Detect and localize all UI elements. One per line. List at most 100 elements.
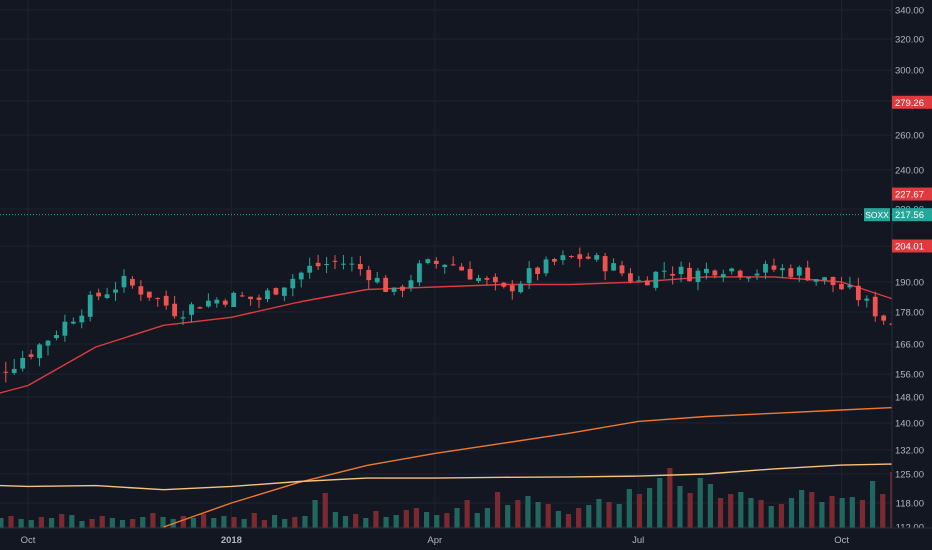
volume-bar xyxy=(28,520,34,528)
candle-body xyxy=(813,279,819,282)
volume-bar xyxy=(768,506,774,528)
volume-bar xyxy=(8,516,14,528)
candle-body xyxy=(189,304,194,315)
candle-body xyxy=(585,256,591,259)
volume-bar xyxy=(555,511,561,528)
volume-bar xyxy=(707,484,714,528)
candle-body xyxy=(628,273,633,282)
time-tick-label: Oct xyxy=(21,535,36,546)
candle-body xyxy=(855,285,861,301)
candle-body xyxy=(450,264,456,266)
price-tag xyxy=(892,239,932,253)
price-tick-label: 340.00 xyxy=(895,6,924,17)
volume-bar xyxy=(667,468,673,528)
volume-bar xyxy=(79,521,85,528)
price-tag-label: 279.26 xyxy=(895,98,924,109)
volume-bar xyxy=(119,520,126,528)
candle-body xyxy=(847,285,853,288)
volume-bar xyxy=(444,513,450,528)
candle-body xyxy=(526,268,532,283)
volume-bar xyxy=(413,508,420,528)
candle-body xyxy=(341,263,346,265)
price-axis[interactable] xyxy=(892,0,932,528)
candle-body xyxy=(146,291,152,298)
candle-body xyxy=(459,266,465,271)
candle-body xyxy=(864,298,870,301)
price-tick-label: 118.00 xyxy=(896,499,924,510)
volume-bar xyxy=(464,500,470,528)
volume-bar xyxy=(38,517,45,528)
candle-body xyxy=(315,262,321,267)
candle-body xyxy=(231,292,237,307)
candle-body xyxy=(433,260,439,264)
time-tick-label: Oct xyxy=(834,535,849,546)
volume-bar xyxy=(484,508,491,528)
volume-bar xyxy=(829,496,835,528)
candle-body xyxy=(687,267,692,282)
volume-bar xyxy=(221,516,227,528)
price-tick-label: 240.00 xyxy=(895,166,924,177)
candle-body xyxy=(45,340,51,346)
price-tick-label: 260.00 xyxy=(895,131,924,142)
volume-bar xyxy=(869,481,876,528)
candle-body xyxy=(197,307,203,309)
volume-bar xyxy=(474,513,480,528)
volume-bar xyxy=(646,488,653,528)
volume-bar xyxy=(363,518,369,528)
volume-bar xyxy=(505,505,511,528)
candle-body xyxy=(552,259,557,262)
volume-bar xyxy=(626,489,632,528)
candle-body xyxy=(265,290,270,300)
candle-body xyxy=(332,260,338,262)
volume-bar xyxy=(332,512,338,528)
volume-bar xyxy=(282,519,288,528)
volume-bar xyxy=(271,515,278,528)
price-tag-label: 204.01 xyxy=(895,241,924,252)
volume-bar xyxy=(586,505,592,528)
volume-bar xyxy=(130,519,136,528)
candle-body xyxy=(425,259,431,263)
price-tick-label: 320.00 xyxy=(895,35,924,46)
volume-bar xyxy=(18,519,24,528)
time-tick-label: 2018 xyxy=(221,535,242,546)
volume-bar xyxy=(190,518,197,528)
candle-body xyxy=(256,297,262,300)
candle-body xyxy=(560,255,566,261)
volume-bar xyxy=(302,516,308,528)
price-tick-label: 178.00 xyxy=(895,308,924,319)
candle-body xyxy=(349,263,355,265)
candle-body xyxy=(70,321,76,324)
candle-body xyxy=(248,296,253,300)
volume-bar xyxy=(231,517,237,528)
candle-body xyxy=(205,300,211,307)
candle-body xyxy=(104,294,110,298)
candle-body xyxy=(678,266,684,275)
price-tick-label: 148.00 xyxy=(895,393,924,404)
candle-body xyxy=(37,344,42,359)
candle-body xyxy=(324,263,329,265)
candle-body xyxy=(62,321,68,336)
volume-bar xyxy=(99,516,105,528)
candle-body xyxy=(695,270,701,282)
volume-bar xyxy=(717,498,724,528)
candle-body xyxy=(96,292,102,297)
candle-body xyxy=(577,254,583,259)
candle-body xyxy=(619,265,625,274)
price-tick-label: 190.00 xyxy=(895,278,924,289)
volume-bar xyxy=(251,513,257,528)
time-tick-label: Jul xyxy=(632,535,644,546)
time-axis[interactable] xyxy=(0,528,932,550)
volume-bar xyxy=(799,490,805,528)
candle-body xyxy=(670,273,676,276)
volume-bar xyxy=(180,516,186,528)
price-tick-label: 125.00 xyxy=(895,470,924,481)
candle-body xyxy=(113,289,118,293)
candle-body xyxy=(366,269,372,281)
candle-body xyxy=(872,296,878,317)
price-tag xyxy=(892,95,932,109)
candle-body xyxy=(594,255,600,260)
volume-bar xyxy=(535,502,541,528)
candle-body xyxy=(796,267,802,276)
